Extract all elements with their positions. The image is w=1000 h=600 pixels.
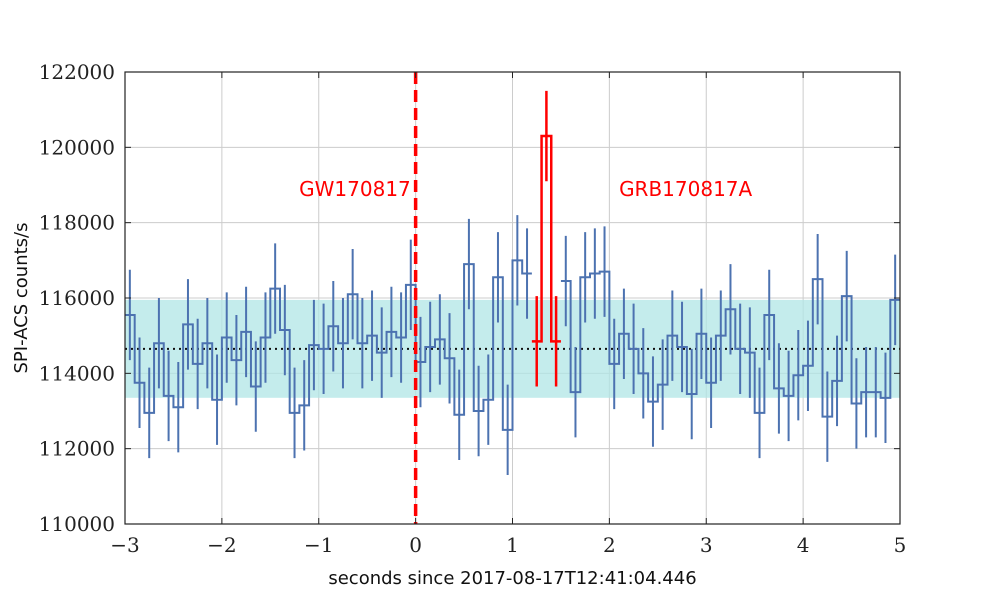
x-tick-label: −3	[110, 533, 139, 557]
x-tick-label: −1	[304, 533, 333, 557]
y-tick-label: 118000	[39, 211, 115, 235]
x-tick-label: −2	[207, 533, 236, 557]
y-tick-label: 112000	[39, 437, 115, 461]
y-tick-label: 116000	[39, 286, 115, 310]
x-tick-label: 5	[894, 533, 907, 557]
x-tick-label: 2	[603, 533, 616, 557]
series-step-line	[125, 259, 900, 431]
x-axis-label: seconds since 2017-08-17T12:41:04.446	[328, 568, 696, 589]
y-tick-label: 120000	[39, 135, 115, 159]
y-tick-label: 114000	[39, 361, 115, 385]
y-tick-label: 110000	[39, 512, 115, 536]
grb170817a-label: GRB170817A	[619, 177, 752, 201]
x-tick-label: 0	[409, 533, 422, 557]
y-axis-ticks: 110000 112000 114000 116000 118000 120000 1220…	[39, 60, 900, 536]
x-tick-label: 4	[797, 533, 810, 557]
y-axis-label: SPI-ACS counts/s	[11, 222, 32, 373]
x-tick-label: 1	[506, 533, 519, 557]
grb-peak-bins	[531, 90, 561, 387]
y-tick-label: 122000	[39, 60, 115, 84]
gw170817-label: GW170817	[299, 177, 411, 201]
x-axis-ticks: −3 −2 −1 0 1 2 3 4 5	[110, 72, 906, 557]
x-tick-label: 3	[700, 533, 713, 557]
